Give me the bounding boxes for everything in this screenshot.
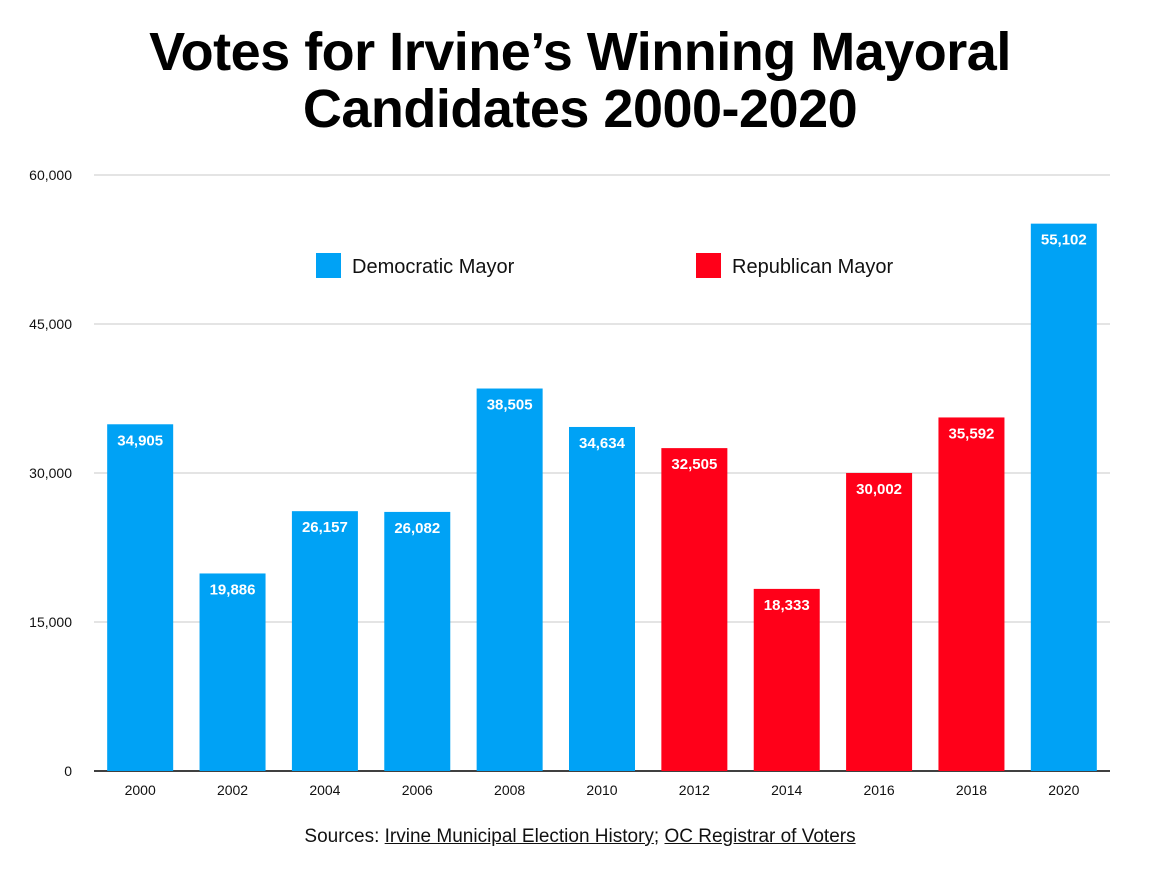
- irvine-election-history-link[interactable]: Irvine Municipal Election History: [384, 826, 654, 847]
- bar-value-label: 19,886: [210, 581, 256, 598]
- y-tick-label: 15,000: [29, 614, 72, 630]
- x-axis-ticks: 2000 2002 2004 2006 2008 2010 2012 2014 2016 2018…: [125, 782, 1080, 798]
- bar-value-label: 34,905: [117, 432, 163, 449]
- legend-label: Democratic Mayor: [352, 256, 515, 278]
- bar-value-label: 32,505: [671, 456, 717, 473]
- legend-swatch: [696, 253, 721, 278]
- bar-value-label: 26,157: [302, 519, 348, 536]
- bar-2016: [846, 472, 913, 771]
- y-tick-label: 45,000: [29, 316, 72, 332]
- legend: Democratic Mayor Republican Mayor: [316, 253, 894, 278]
- y-tick-label: 30,000: [29, 465, 72, 481]
- bar-value-label: 18,333: [764, 597, 810, 614]
- x-tick-label: 2014: [771, 782, 802, 798]
- legend-label: Republican Mayor: [732, 256, 894, 278]
- x-tick-label: 2008: [494, 782, 525, 798]
- x-tick-label: 2018: [956, 782, 987, 798]
- sources-note: Sources: Irvine Municipal Election Histo…: [0, 826, 1160, 848]
- bar-2006: [384, 511, 451, 771]
- bar-2018: [938, 417, 1005, 771]
- sources-prefix: Sources:: [304, 826, 385, 847]
- x-tick-label: 2006: [402, 782, 433, 798]
- bar-value-label: 26,082: [394, 520, 440, 537]
- bar-2010: [569, 426, 635, 771]
- x-tick-label: 2004: [309, 782, 340, 798]
- bar-2014: [753, 588, 820, 771]
- y-axis-ticks: 0 15,000 30,000 45,000 60,000: [29, 167, 72, 779]
- bar-2020: [1030, 223, 1097, 772]
- bar-2008: [476, 388, 543, 771]
- bar-value-label: 34,634: [579, 435, 626, 452]
- chart-title: Votes for Irvine’s Winning Mayoral Candi…: [149, 22, 1011, 139]
- bar-2000: [107, 424, 174, 771]
- x-tick-label: 2016: [864, 782, 895, 798]
- bar-value-label: 38,505: [487, 397, 533, 414]
- x-tick-label: 2002: [217, 782, 248, 798]
- x-tick-label: 2010: [586, 782, 617, 798]
- y-tick-label: 60,000: [29, 167, 72, 183]
- x-tick-label: 2012: [679, 782, 710, 798]
- sources-separator: ;: [653, 826, 665, 847]
- bars: 34,905 19,886 26,157 26,082 38,505 34,634 32,5…: [107, 223, 1097, 772]
- x-tick-label: 2000: [125, 782, 156, 798]
- y-tick-label: 0: [64, 763, 72, 779]
- bar-value-label: 55,102: [1041, 232, 1087, 249]
- legend-swatch: [316, 253, 341, 278]
- bar-2004: [291, 511, 358, 771]
- bar-2012: [661, 448, 728, 771]
- bar-value-label: 35,592: [949, 425, 995, 442]
- x-tick-label: 2020: [1048, 782, 1079, 798]
- bar-2002: [199, 573, 266, 771]
- oc-registrar-link[interactable]: OC Registrar of Voters: [664, 826, 856, 847]
- bar-value-label: 30,002: [856, 481, 902, 498]
